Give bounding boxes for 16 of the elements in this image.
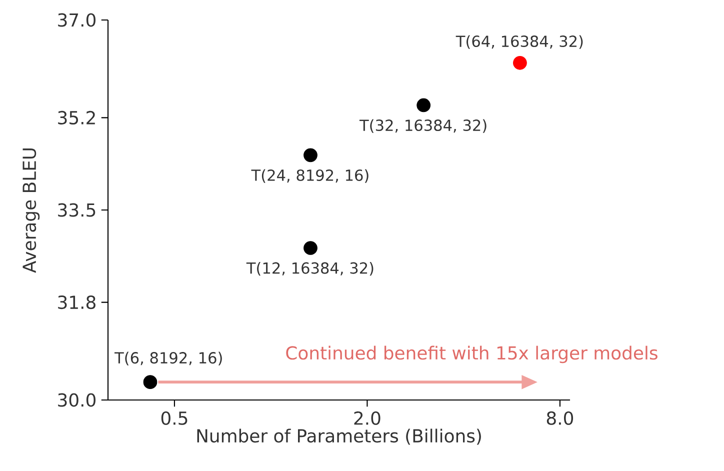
x-tick-label: 8.0 xyxy=(546,411,574,425)
y-axis-title: Average BLEU xyxy=(22,148,40,273)
y-tick-label: 37.0 xyxy=(58,13,96,27)
y-tick-label: 30.0 xyxy=(58,393,96,407)
x-axis-title: Number of Parameters (Billions) xyxy=(197,428,481,445)
annotation: T(6, 8192, 16) xyxy=(114,352,222,366)
annotation: T(64, 16384, 32) xyxy=(456,35,583,49)
y-tick-label: 31.8 xyxy=(58,296,96,310)
annotation: T(12, 16384, 32) xyxy=(246,262,374,276)
y-tick-label: 35.2 xyxy=(58,110,95,124)
annotation: Continued benefit with 15x larger models xyxy=(286,346,658,364)
x-tick-label: 0.5 xyxy=(161,411,188,425)
annotation: T(32, 16384, 32) xyxy=(359,119,486,133)
y-tick-label: 33.5 xyxy=(58,203,96,217)
x-tick-label: 2.0 xyxy=(354,411,380,425)
annotation: T(24, 8192, 16) xyxy=(251,169,368,183)
